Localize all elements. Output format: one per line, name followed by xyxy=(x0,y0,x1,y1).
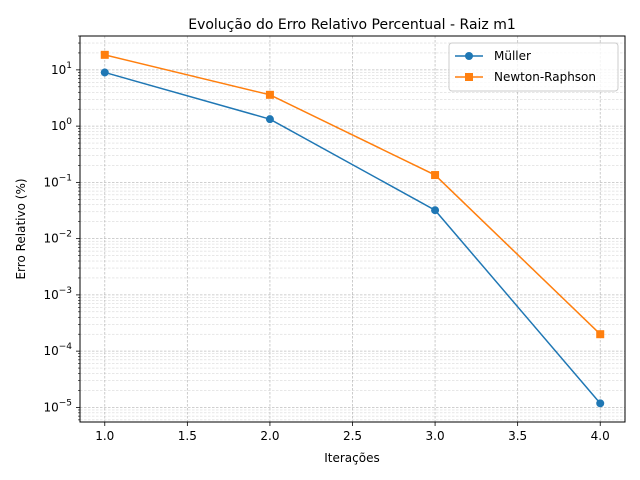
series-line-newton xyxy=(104,54,601,335)
grid xyxy=(80,35,625,422)
legend-marker-newton xyxy=(465,73,473,81)
series-line-muller xyxy=(104,71,601,404)
y-tick-label: 101 xyxy=(51,61,72,77)
x-tick-label: 3.5 xyxy=(508,429,527,443)
x-tick-label: 2.0 xyxy=(260,429,279,443)
y-tick-label: 10−5 xyxy=(43,398,72,414)
legend-label-newton: Newton-Raphson xyxy=(494,70,596,84)
legend-marker-muller xyxy=(465,52,473,60)
x-tick-label: 1.5 xyxy=(178,429,197,443)
y-tick-label: 100 xyxy=(51,117,72,133)
data-point-newton xyxy=(100,50,109,59)
y-tick-label: 10−2 xyxy=(43,230,72,246)
series-layer xyxy=(100,50,605,408)
y-tick-label: 10−4 xyxy=(43,342,72,358)
y-tick-label: 10−1 xyxy=(43,173,72,189)
data-point-muller xyxy=(596,399,605,408)
chart-title: Evolução do Erro Relativo Percentual - R… xyxy=(188,17,516,33)
x-axis: 1.0 1.5 2.0 2.5 3.0 3.5 4.0 xyxy=(95,422,610,443)
legend-box xyxy=(448,42,619,92)
legend-label-muller: Müller xyxy=(494,49,531,63)
x-tick-label: 1.0 xyxy=(95,429,114,443)
y-axis: 101 100 10−1 10−2 10−3 10−4 10−5 xyxy=(43,35,80,421)
data-point-newton xyxy=(265,90,274,99)
x-axis-label: Iterações xyxy=(324,451,380,465)
x-tick-label: 3.0 xyxy=(426,429,445,443)
x-tick-label: 2.5 xyxy=(343,429,362,443)
data-point-newton xyxy=(596,330,605,339)
data-point-muller xyxy=(265,115,274,124)
data-point-muller xyxy=(431,206,440,215)
y-tick-label: 10−3 xyxy=(43,286,72,302)
data-point-muller xyxy=(100,68,109,77)
y-axis-label: Erro Relativo (%) xyxy=(14,178,28,279)
data-point-newton xyxy=(431,171,440,180)
x-tick-label: 4.0 xyxy=(591,429,610,443)
legend: Müller Newton-Raphson xyxy=(448,42,619,92)
